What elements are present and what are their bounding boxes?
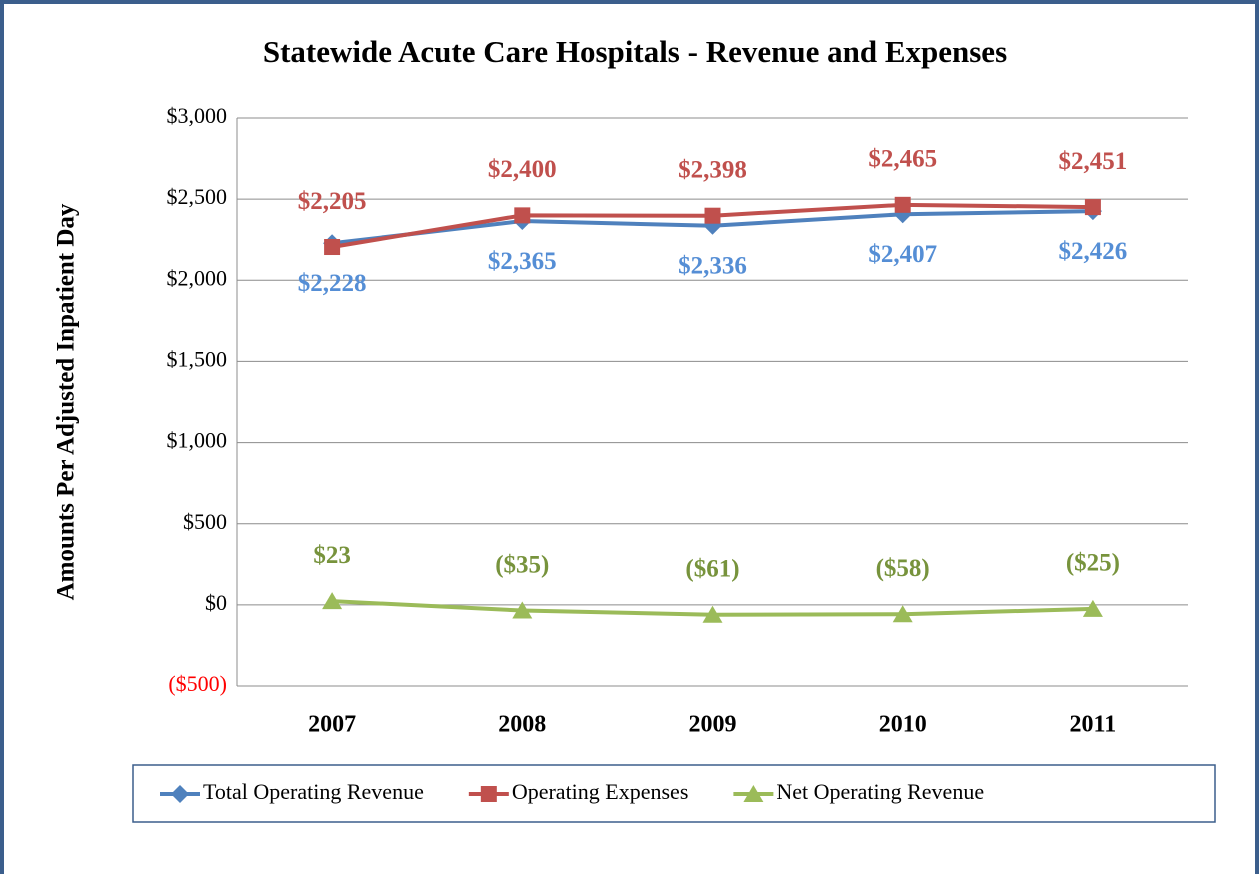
legend-marker — [171, 785, 189, 803]
marker — [512, 601, 533, 619]
y-tick-label: $1,000 — [167, 428, 228, 453]
data-label: $2,426 — [1059, 238, 1128, 265]
marker — [702, 605, 723, 623]
marker — [324, 239, 341, 256]
data-label: $2,465 — [868, 146, 937, 173]
data-label: $23 — [313, 542, 351, 569]
data-label: ($25) — [1066, 550, 1120, 577]
data-label: $2,451 — [1059, 148, 1128, 175]
y-tick-label: ($500) — [168, 671, 227, 696]
data-label: $2,398 — [678, 156, 747, 183]
x-tick-label: 2008 — [498, 712, 546, 738]
y-tick-label: $2,000 — [167, 265, 228, 290]
marker — [514, 207, 531, 224]
data-label: ($35) — [495, 551, 549, 578]
legend-label: Total Operating Revenue — [203, 779, 424, 804]
data-label: $2,365 — [488, 248, 557, 275]
y-tick-label: $2,500 — [167, 184, 228, 209]
data-label: ($58) — [876, 555, 930, 582]
marker — [894, 196, 911, 213]
x-tick-label: 2009 — [689, 712, 737, 738]
legend-label: Net Operating Revenue — [776, 779, 984, 804]
y-axis-title: Amounts Per Adjusted Inpatient Day — [53, 203, 80, 600]
x-tick-label: 2007 — [308, 712, 356, 738]
chart-title: Statewide Acute Care Hospitals - Revenue… — [263, 34, 1007, 69]
data-label: $2,336 — [678, 252, 747, 279]
data-label: $2,407 — [868, 241, 937, 268]
legend-label: Operating Expenses — [512, 779, 689, 804]
data-label: $2,205 — [298, 188, 367, 215]
data-label: ($61) — [685, 555, 739, 582]
marker — [322, 592, 343, 610]
y-tick-label: $500 — [183, 509, 227, 534]
marker — [1084, 199, 1101, 216]
marker — [1082, 599, 1103, 617]
y-tick-label: $0 — [205, 590, 227, 615]
data-label: $2,400 — [488, 156, 557, 183]
data-label: $2,228 — [298, 270, 367, 297]
marker — [704, 207, 721, 224]
y-tick-label: $1,500 — [167, 346, 228, 371]
marker — [892, 605, 913, 623]
x-tick-label: 2010 — [879, 712, 927, 738]
legend-marker — [480, 786, 497, 802]
legend-marker — [743, 785, 764, 802]
x-tick-label: 2011 — [1070, 712, 1117, 738]
legend-box — [132, 764, 1216, 823]
y-tick-label: $3,000 — [167, 103, 228, 128]
